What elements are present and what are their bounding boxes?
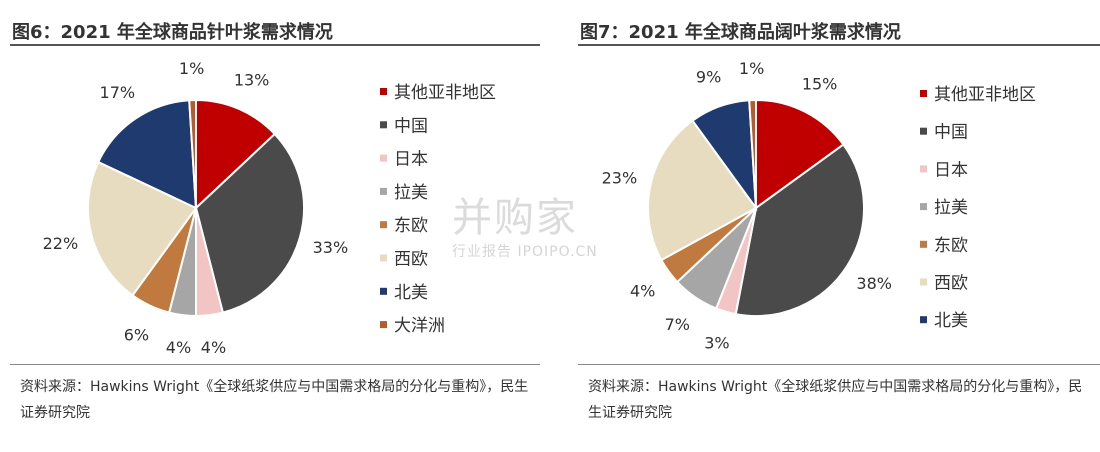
slice-percent-label: 38% (856, 274, 892, 293)
legend-swatch (380, 88, 387, 95)
legend-swatch (380, 121, 387, 129)
legend-swatch (920, 90, 927, 97)
source-rule (10, 364, 540, 365)
slice-percent-label: 33% (313, 238, 349, 257)
pie-slice (194, 132, 305, 314)
legend-swatch (380, 254, 387, 262)
slice-percent-label: 4% (166, 338, 191, 357)
legend-label: 西欧 (394, 250, 428, 270)
slice-percent-label: 7% (665, 315, 690, 334)
legend-swatch (920, 203, 927, 211)
slice-percent-label: 4% (201, 338, 226, 357)
legend-swatch (380, 187, 387, 195)
legend-label: 拉美 (934, 198, 968, 218)
legend-swatch (380, 321, 387, 329)
figure-title: 图7：2021 年全球商品阔叶浆需求情况 (580, 22, 901, 43)
legend-swatch (920, 127, 927, 135)
slice-percent-label: 3% (704, 333, 729, 352)
slice-percent-label: 9% (696, 67, 721, 86)
figure-title: 图6：2021 年全球商品针叶浆需求情况 (12, 22, 333, 43)
legend-swatch (920, 165, 927, 173)
legend-label: 中国 (394, 116, 428, 136)
legend-label: 北美 (934, 311, 968, 331)
pie-chart-softwood: 13% 33% 4% 4% 6% 22% 17% 1% 其他亚非地区中国日本拉美东欧西欧北美大洋… (43, 59, 496, 357)
pie-slice (188, 98, 197, 209)
slice-percent-label: 4% (630, 281, 655, 300)
pie-slice (96, 99, 198, 210)
legend-swatch (380, 154, 387, 162)
legend-label: 其他亚非地区 (394, 83, 496, 103)
pie-slice (647, 119, 758, 262)
title-rule (578, 44, 1100, 46)
legend-swatch (380, 221, 387, 229)
legend-label: 中国 (934, 123, 968, 143)
slice-percent-label: 23% (602, 169, 638, 188)
source-rule (578, 364, 1100, 365)
pie-slice (755, 98, 845, 210)
legend-swatch (920, 278, 927, 286)
legend-label: 其他亚非地区 (934, 85, 1036, 105)
pie-slice (195, 98, 277, 211)
pie-slice (748, 98, 757, 209)
slice-percent-label: 17% (100, 83, 136, 102)
slice-percent-label: 1% (739, 59, 764, 78)
chart-panel-softwood: 图6：2021 年全球商品针叶浆需求情况 13% 33% 4% 4% 6% 22% 17% 1… (0, 0, 540, 452)
legend-label: 东欧 (394, 216, 428, 236)
slice-percent-label: 1% (179, 59, 204, 78)
legend-label: 北美 (394, 283, 428, 303)
pie-slice (734, 143, 865, 317)
legend-label: 西欧 (934, 274, 968, 294)
legend-swatch (920, 316, 927, 324)
legend-label: 日本 (934, 160, 968, 180)
legend-label: 大洋洲 (394, 316, 445, 336)
chart-panel-hardwood: 图7：2021 年全球商品阔叶浆需求情况 15% 38% 3% 7% 4% 23% 9% 1%… (568, 0, 1100, 452)
slice-percent-label: 6% (124, 326, 149, 345)
legend-swatch (920, 240, 927, 248)
source-note: 资料来源：Hawkins Wright《全球纸浆供应与中国需求格局的分化与重构》… (588, 379, 1083, 421)
legend-label: 东欧 (934, 236, 968, 256)
slice-percent-label: 13% (234, 71, 270, 90)
legend-label: 日本 (394, 150, 428, 170)
slice-percent-label: 15% (802, 74, 838, 93)
legend-swatch (380, 287, 387, 295)
title-rule (10, 44, 540, 46)
legend-label: 拉美 (394, 183, 428, 203)
slice-percent-label: 22% (43, 234, 79, 253)
source-note: 资料来源：Hawkins Wright《全球纸浆供应与中国需求格局的分化与重构》… (20, 379, 529, 421)
